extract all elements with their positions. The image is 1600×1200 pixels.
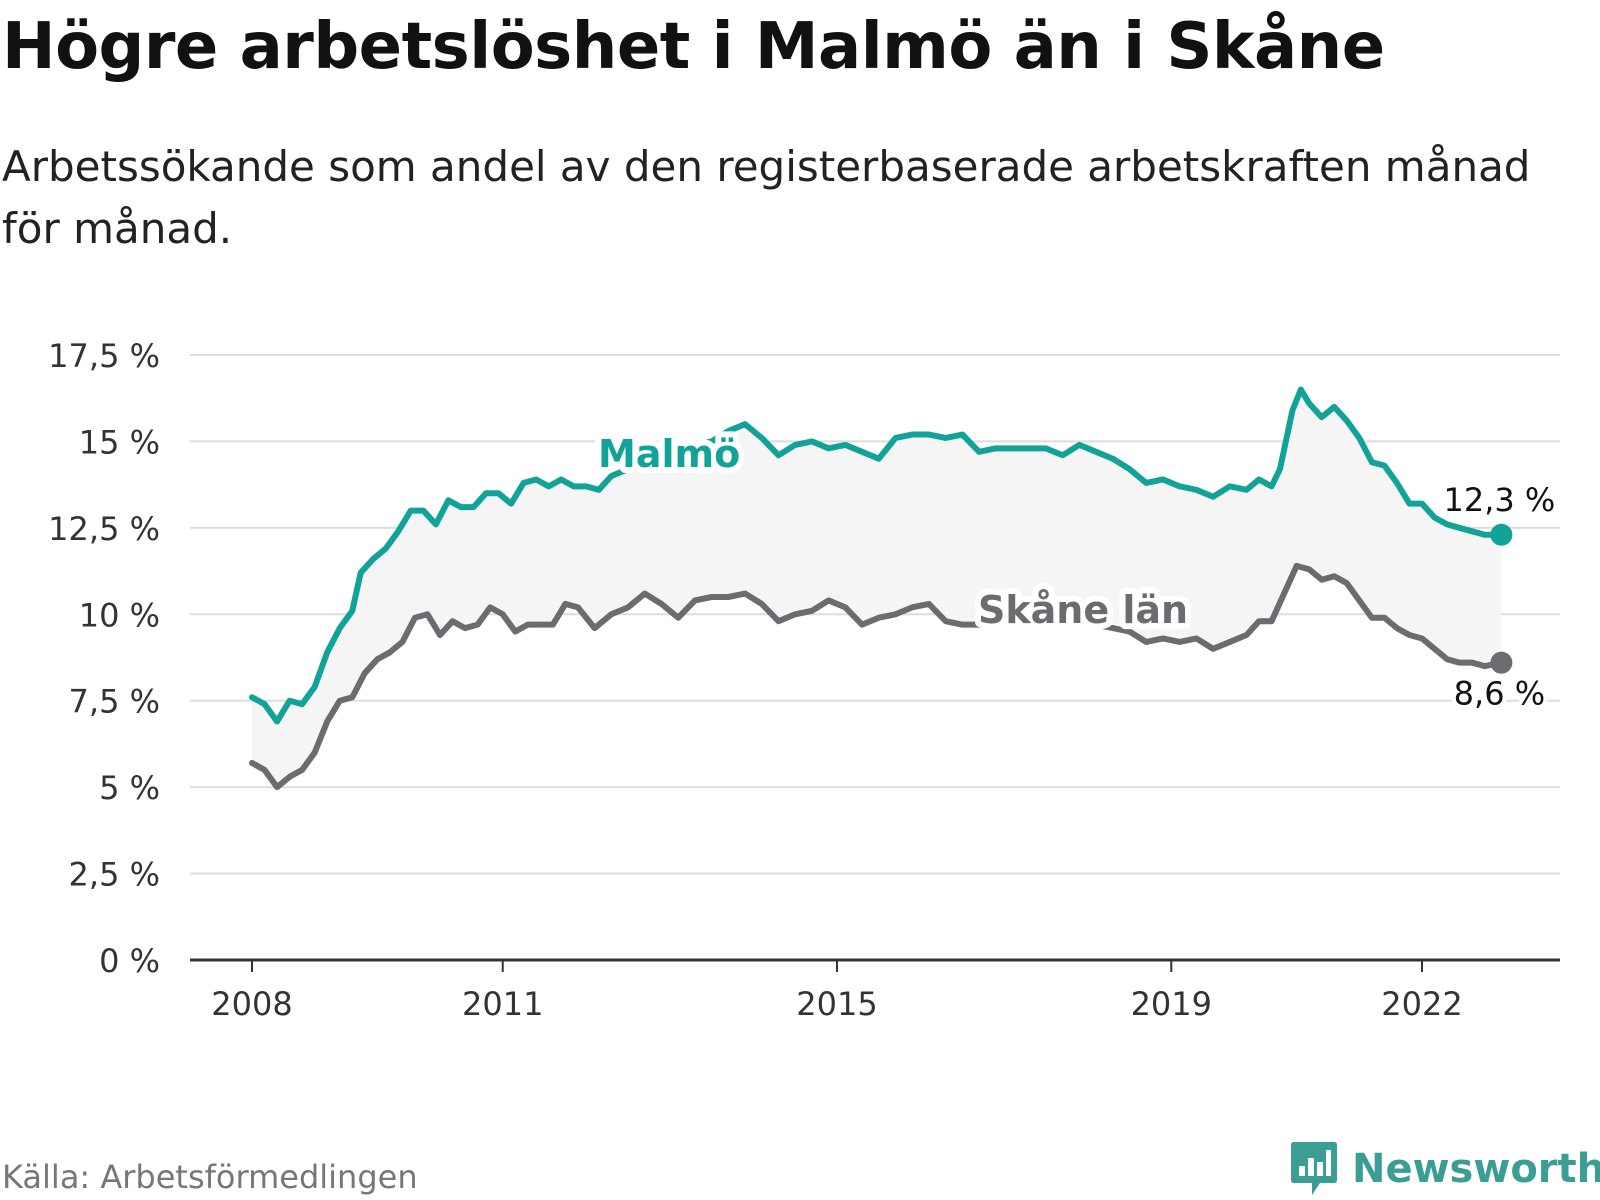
x-tick-label: 2011 [462,985,543,1023]
brand-name: Newsworthy [1352,1146,1600,1192]
y-tick-label: 17,5 % [48,337,160,375]
x-tick-label: 2008 [211,985,292,1023]
y-tick-label: 15 % [79,423,160,461]
x-tick-label: 2019 [1131,985,1212,1023]
malmo-end-label: 12,3 % [1443,481,1555,519]
skane-series-label: Skåne län [978,588,1188,632]
malmo-series-label-halo: Malmö [598,432,740,476]
y-tick-label: 12,5 % [48,510,160,548]
source-note: Källa: Arbetsförmedlingen [2,1158,418,1196]
x-tick-label: 2015 [796,985,877,1023]
skane-end-label: 8,6 % [1454,675,1545,713]
skane-end-point [1490,651,1513,674]
y-tick-label: 10 % [79,596,160,634]
series-lines [249,386,1513,791]
difference-band [252,389,1502,788]
skane-series-label-halo: Skåne län [978,588,1188,632]
chart-subtitle: Arbetssökande som andel av den registerb… [2,142,1531,253]
axes: 0 % 2,5 % 5 % 7,5 % 10 % 12,5 % 15 % 17,5 % 2008… [48,337,1560,1023]
newsworthy-logo-icon [1291,1142,1337,1195]
skane-line [249,562,1505,791]
y-tick-label: 0 % [99,942,160,980]
y-tick-label: 5 % [99,769,160,807]
chart-title: Högre arbetslöshet i Malmö än i Skåne [2,10,1385,84]
x-tick-label: 2022 [1381,985,1462,1023]
y-tick-label: 7,5 % [69,683,160,721]
skane-end-label-halo: 8,6 % [1454,675,1545,713]
brand-logo: Newsworthy [1290,1140,1600,1198]
malmo-end-label-halo: 12,3 % [1443,481,1555,519]
malmo-end-point [1490,523,1513,546]
malmo-series-label: Malmö [598,432,740,476]
y-tick-label: 2,5 % [69,856,160,894]
band-area [252,389,1502,788]
malmo-line [249,386,1505,725]
